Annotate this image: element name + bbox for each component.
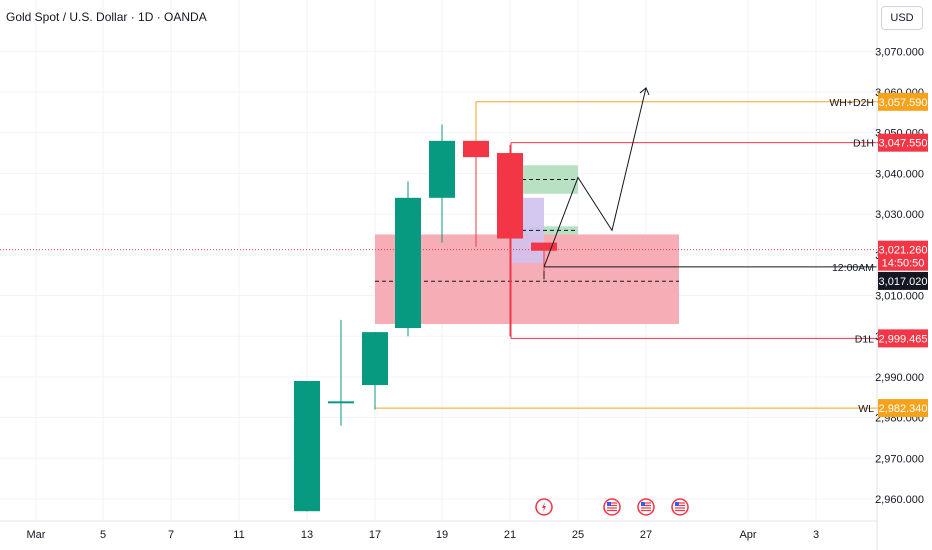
level-price-tag: 2,999.465 xyxy=(879,333,928,345)
time-tick-label: 3 xyxy=(813,529,819,541)
time-axis[interactable]: Mar 5 7 11 13 17 19 21 25 27 Apr 3 xyxy=(0,520,877,541)
projection-layer xyxy=(543,87,650,268)
events-layer xyxy=(535,498,689,516)
flag-canton xyxy=(675,502,679,506)
candle-body xyxy=(362,332,388,386)
candle-body xyxy=(497,153,523,239)
time-tick-label: 13 xyxy=(301,529,313,541)
level-price-tag-bg xyxy=(878,329,928,348)
level-price-tag-bg xyxy=(878,133,928,152)
level-price-tag-bg xyxy=(878,399,928,418)
projection-path xyxy=(543,87,647,268)
price-tick-label: 3,010.000 xyxy=(875,291,924,303)
candle-body xyxy=(395,197,421,329)
price-tick-label: 3,030.000 xyxy=(875,209,924,221)
current-price-tag-bg xyxy=(878,240,928,271)
time-tick-label: Apr xyxy=(739,529,756,541)
candle-body xyxy=(328,401,354,404)
candle-body xyxy=(463,140,489,158)
chart-title: Gold Spot / U.S. Dollar · 1D · OANDA xyxy=(6,10,207,24)
level-price-tag: 2,982.340 xyxy=(879,403,928,415)
time-tick-label: 5 xyxy=(100,529,106,541)
time-tick-label: 11 xyxy=(233,529,244,541)
level-price-tag: 3,057.590 xyxy=(879,97,928,109)
time-tick-label: 17 xyxy=(369,529,381,541)
projection-arrowhead xyxy=(639,87,650,96)
level-label: D1H xyxy=(853,138,874,150)
level-label: D1L xyxy=(855,333,874,345)
price-tick-label: 3,070.000 xyxy=(875,46,924,58)
currency-button[interactable]: USD xyxy=(881,6,923,30)
session-price-tag-bg xyxy=(878,271,928,290)
price-axis[interactable]: 2,960.0002,970.0002,980.0002,990.0003,00… xyxy=(875,0,928,550)
candles-layer xyxy=(294,124,557,512)
time-tick-label: 21 xyxy=(504,529,516,541)
level-label: 12:00AM xyxy=(832,262,874,274)
price-tick-label: 2,990.000 xyxy=(875,372,924,384)
time-tick-label: 25 xyxy=(572,529,584,541)
candle-body xyxy=(531,242,557,251)
level-label: WH+D2H xyxy=(829,97,874,109)
lightning-glyph xyxy=(542,502,546,512)
price-tick-label: 2,960.000 xyxy=(875,494,924,506)
candle-body xyxy=(294,380,320,512)
us-flag-icon xyxy=(637,498,655,516)
us-flag-icon xyxy=(671,498,689,516)
level-price-tag: 3,047.550 xyxy=(879,138,928,150)
level-price-tag-bg xyxy=(878,92,928,111)
candle-body xyxy=(429,140,455,198)
countdown-tag: 14:50:50 xyxy=(882,258,925,270)
time-tick-label: 27 xyxy=(640,529,652,541)
time-tick-label: 7 xyxy=(168,529,174,541)
time-tick-label: Mar xyxy=(27,529,46,541)
session-price-tag: 3,017.020 xyxy=(879,276,928,288)
time-tick-label: 19 xyxy=(436,529,448,541)
flag-canton xyxy=(607,502,611,506)
level-label: WL xyxy=(858,403,874,415)
flag-canton xyxy=(641,502,645,506)
current-price-tag: 3,021.260 xyxy=(879,245,928,257)
price-tick-label: 2,970.000 xyxy=(875,453,924,465)
us-flag-icon xyxy=(603,498,621,516)
price-tick-label: 3,040.000 xyxy=(875,168,924,180)
levels-layer: WH+D2H D1H 12:00AM D1L WL xyxy=(0,97,877,415)
